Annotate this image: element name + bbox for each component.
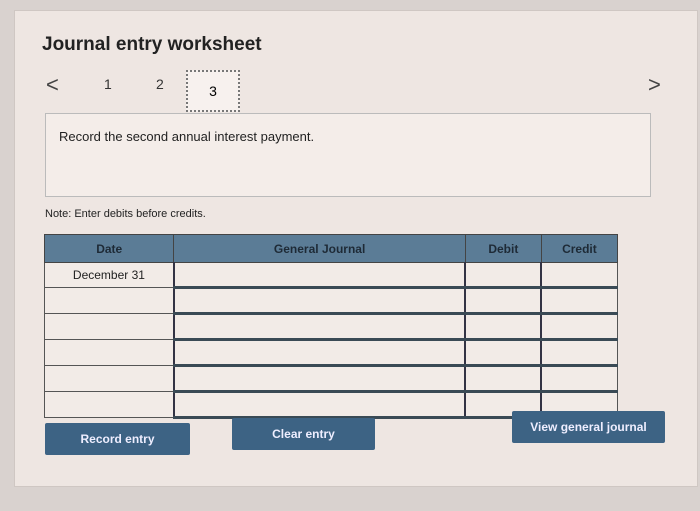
- credit-input[interactable]: [540, 365, 619, 393]
- prompt-text: Record the second annual interest paymen…: [59, 129, 315, 144]
- credit-input[interactable]: [540, 339, 619, 367]
- journal-table: Date General Journal Debit Credit Decemb…: [43, 234, 619, 419]
- date-cell: [43, 339, 175, 366]
- header-date: Date: [43, 234, 175, 263]
- date-cell: [43, 313, 175, 340]
- debit-input[interactable]: [464, 287, 542, 315]
- clear-entry-button[interactable]: Clear entry: [232, 418, 375, 450]
- credit-input[interactable]: [540, 287, 619, 315]
- header-credit: Credit: [540, 234, 619, 263]
- credit-input[interactable]: [540, 262, 619, 289]
- credit-input[interactable]: [540, 313, 619, 341]
- tab-page-1[interactable]: 1: [104, 76, 112, 92]
- account-input[interactable]: [172, 262, 466, 289]
- account-input[interactable]: [172, 313, 466, 341]
- chevron-right-icon[interactable]: >: [648, 72, 661, 97]
- account-input[interactable]: [172, 339, 466, 367]
- table-row: [43, 339, 619, 367]
- tab-page-2[interactable]: 2: [156, 76, 164, 92]
- page-title: Journal entry worksheet: [42, 34, 262, 55]
- record-entry-button[interactable]: Record entry: [45, 423, 190, 455]
- header-general-journal: General Journal: [173, 234, 466, 263]
- date-cell: [43, 365, 175, 392]
- table-row: [43, 313, 619, 341]
- table-row: [43, 287, 619, 315]
- note-text: Note: Enter debits before credits.: [45, 208, 206, 220]
- date-cell: [43, 391, 175, 418]
- tab-page-3[interactable]: 3: [186, 70, 240, 112]
- debit-input[interactable]: [464, 339, 542, 367]
- table-row: December 31: [43, 262, 619, 289]
- debit-input[interactable]: [464, 262, 542, 289]
- account-input[interactable]: [172, 287, 466, 315]
- account-input[interactable]: [172, 365, 466, 393]
- account-input[interactable]: [172, 391, 466, 419]
- prompt-box: Record the second annual interest paymen…: [45, 113, 651, 197]
- chevron-left-icon[interactable]: <: [46, 72, 59, 97]
- view-general-journal-button[interactable]: View general journal: [512, 411, 665, 443]
- table-row: [43, 391, 619, 419]
- header-debit: Debit: [464, 234, 542, 263]
- debit-input[interactable]: [464, 365, 542, 393]
- date-cell: [43, 287, 175, 314]
- date-cell: December 31: [43, 262, 175, 288]
- debit-input[interactable]: [464, 313, 542, 341]
- table-row: [43, 365, 619, 393]
